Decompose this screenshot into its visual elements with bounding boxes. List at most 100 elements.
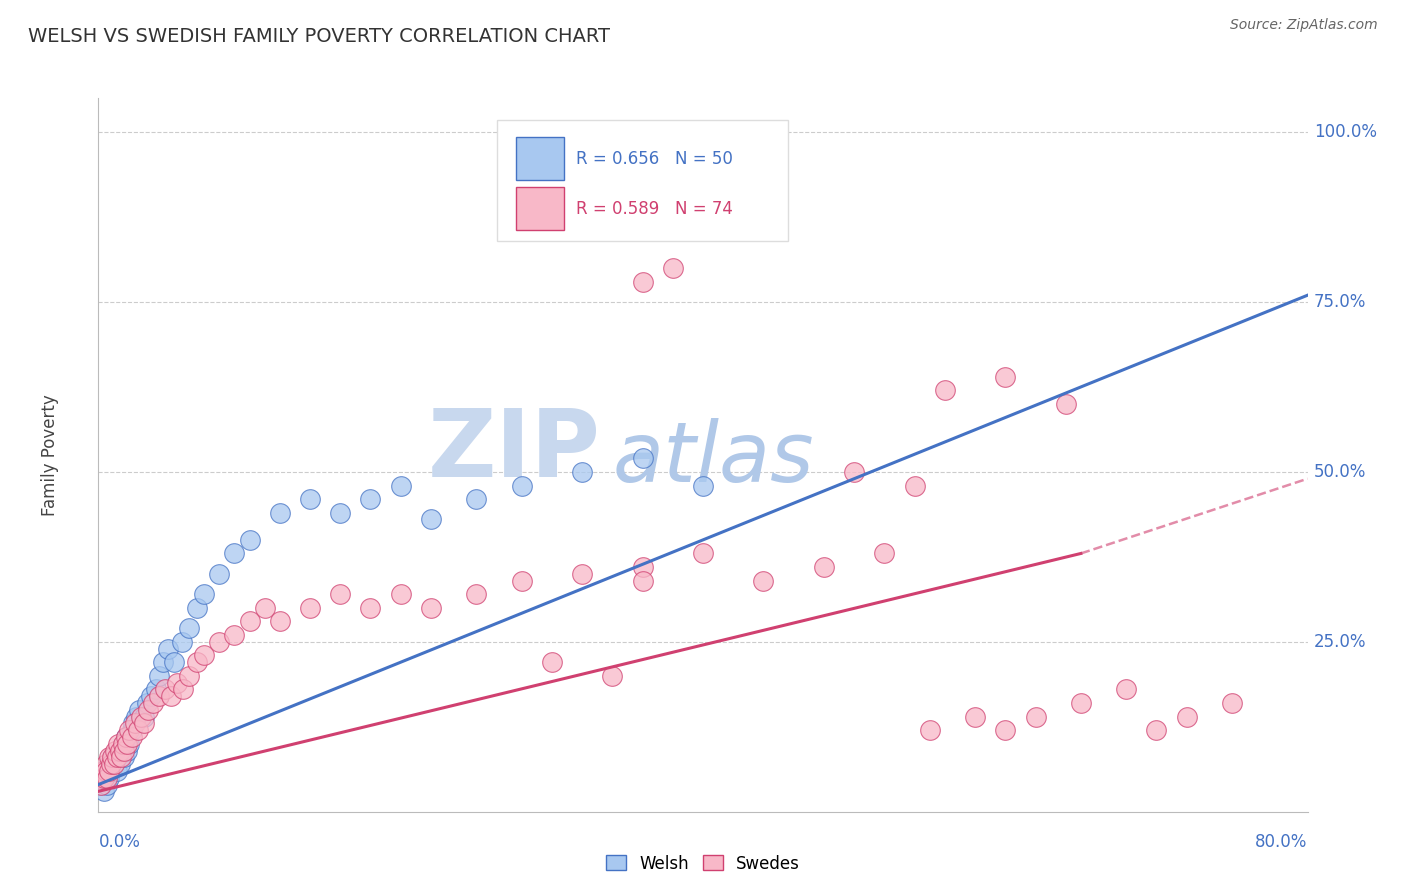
Text: 80.0%: 80.0% — [1256, 833, 1308, 851]
Text: 0.0%: 0.0% — [98, 833, 141, 851]
Point — [91, 764, 114, 778]
Point — [389, 587, 412, 601]
FancyBboxPatch shape — [516, 187, 564, 230]
Point — [103, 757, 125, 772]
Point — [602, 669, 624, 683]
Point — [108, 757, 131, 772]
Point — [105, 750, 128, 764]
Point — [94, 757, 117, 772]
Point — [115, 737, 138, 751]
Point — [510, 574, 533, 588]
Point — [90, 778, 112, 792]
Point — [1144, 723, 1167, 738]
Point — [965, 709, 987, 723]
Point — [148, 689, 170, 703]
Point — [1220, 696, 1243, 710]
Point — [111, 737, 134, 751]
Point — [132, 716, 155, 731]
Point — [156, 641, 179, 656]
Point — [193, 648, 215, 663]
Point — [110, 743, 132, 757]
Point — [540, 655, 562, 669]
Point — [98, 771, 121, 785]
Point — [112, 750, 135, 764]
Point — [93, 771, 115, 785]
Point — [172, 682, 194, 697]
Point — [360, 600, 382, 615]
Point — [101, 750, 124, 764]
Point — [904, 478, 927, 492]
Point — [510, 478, 533, 492]
Point — [125, 709, 148, 723]
Point — [112, 743, 135, 757]
Point — [1175, 709, 1198, 723]
Point — [94, 764, 117, 778]
Point — [419, 600, 441, 615]
Point — [193, 587, 215, 601]
Point — [170, 635, 193, 649]
Point — [419, 512, 441, 526]
Point — [224, 628, 246, 642]
Point — [631, 451, 654, 466]
Point — [844, 465, 866, 479]
Point — [121, 730, 143, 744]
Text: R = 0.589   N = 74: R = 0.589 N = 74 — [576, 200, 733, 218]
Point — [127, 723, 149, 738]
Point — [145, 682, 167, 697]
Point — [177, 621, 201, 635]
Point — [114, 730, 136, 744]
Point — [148, 669, 170, 683]
Point — [934, 384, 956, 398]
Point — [98, 750, 121, 764]
Text: R = 0.656   N = 50: R = 0.656 N = 50 — [576, 150, 733, 168]
Point — [96, 771, 118, 785]
Point — [100, 764, 122, 778]
Point — [166, 675, 188, 690]
Point — [571, 465, 593, 479]
Point — [118, 737, 141, 751]
Point — [1054, 397, 1077, 411]
Point — [631, 574, 654, 588]
Point — [299, 600, 322, 615]
Point — [101, 750, 124, 764]
Point — [122, 716, 145, 731]
Point — [115, 743, 138, 757]
Point — [141, 689, 163, 703]
Point — [107, 737, 129, 751]
Legend: Welsh, Swedes: Welsh, Swedes — [599, 848, 807, 880]
Point — [571, 566, 593, 581]
FancyBboxPatch shape — [498, 120, 787, 241]
Point — [918, 723, 941, 738]
Point — [186, 600, 208, 615]
Point — [465, 587, 488, 601]
Text: WELSH VS SWEDISH FAMILY POVERTY CORRELATION CHART: WELSH VS SWEDISH FAMILY POVERTY CORRELAT… — [28, 27, 610, 45]
Point — [692, 478, 714, 492]
Point — [118, 723, 141, 738]
Text: ZIP: ZIP — [427, 405, 600, 498]
Point — [1070, 696, 1092, 710]
Point — [94, 764, 117, 778]
Point — [224, 546, 246, 560]
Point — [136, 703, 159, 717]
Point — [98, 764, 121, 778]
Point — [108, 743, 131, 757]
Point — [114, 730, 136, 744]
Text: Source: ZipAtlas.com: Source: ZipAtlas.com — [1230, 18, 1378, 32]
FancyBboxPatch shape — [516, 137, 564, 180]
Point — [93, 784, 115, 798]
Point — [360, 492, 382, 507]
Point — [692, 546, 714, 560]
Point — [96, 778, 118, 792]
Point — [91, 771, 114, 785]
Point — [89, 771, 111, 785]
Point — [135, 696, 157, 710]
Text: 100.0%: 100.0% — [1313, 123, 1376, 141]
Point — [329, 587, 352, 601]
Point — [389, 478, 412, 492]
Text: atlas: atlas — [612, 418, 814, 499]
Point — [107, 750, 129, 764]
Point — [1024, 709, 1046, 723]
Point — [269, 506, 291, 520]
Point — [994, 369, 1017, 384]
Point — [111, 737, 134, 751]
